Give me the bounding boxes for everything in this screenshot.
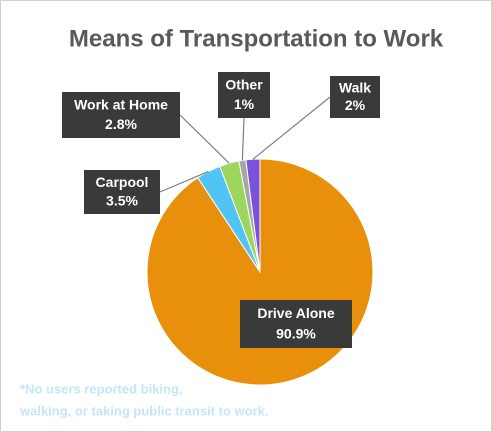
data-label-name: Walk [339, 79, 371, 95]
footnote: walking, or taking public transit to wor… [19, 403, 268, 418]
data-label-value: 3.5% [106, 192, 138, 208]
leader-line [241, 117, 245, 161]
data-label-name: Carpool [96, 174, 149, 190]
leader-line [252, 96, 331, 160]
data-label-box [240, 300, 352, 348]
data-label-value: 2.8% [105, 116, 137, 132]
data-label-value: 2% [345, 97, 366, 113]
data-label-name: Other [225, 77, 263, 93]
data-label-box [62, 92, 180, 138]
data-label-box [330, 76, 380, 118]
chart-title: Means of Transportation to Work [69, 25, 444, 52]
data-label-name: Drive Alone [257, 305, 334, 321]
leader-line [179, 114, 230, 164]
data-label-value: 90.9% [276, 325, 316, 341]
pie-slice [245, 158, 261, 273]
data-label-box [84, 170, 160, 214]
data-label-name: Work at Home [74, 97, 168, 113]
data-label-value: 1% [234, 96, 255, 112]
leader-line [159, 170, 209, 193]
footnote: *No users reported biking, [20, 381, 183, 396]
data-label-box [218, 72, 270, 118]
